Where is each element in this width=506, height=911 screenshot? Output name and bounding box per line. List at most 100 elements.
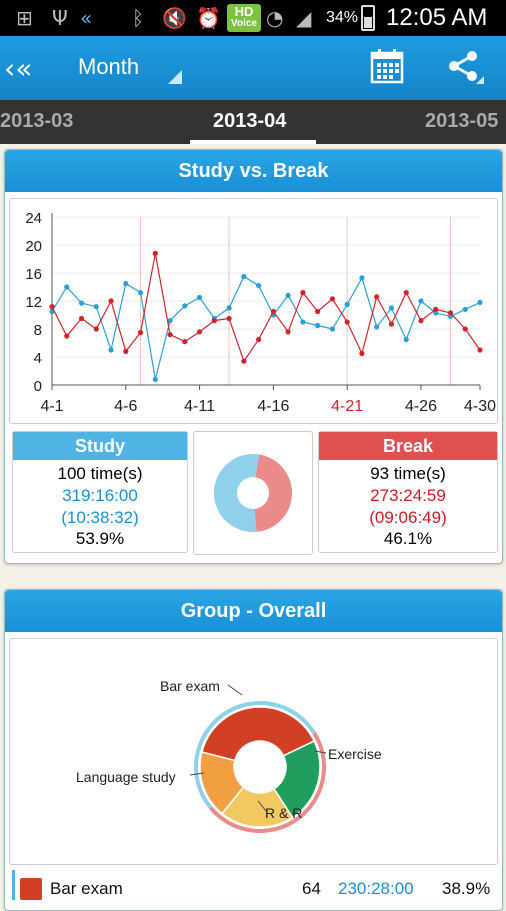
action-bar: ‹« Month bbox=[0, 36, 506, 100]
break-times: 93 time(s) bbox=[370, 464, 446, 483]
study-point bbox=[359, 275, 365, 281]
rr-label-leader bbox=[257, 800, 267, 812]
break-point bbox=[270, 308, 276, 315]
hd-label: HD bbox=[234, 4, 254, 19]
battery-icon bbox=[361, 5, 375, 31]
y-tick-label: 12 bbox=[25, 294, 42, 311]
break-point bbox=[447, 310, 454, 316]
alarm-icon: ⏰ bbox=[196, 6, 221, 30]
x-tick-label: 4-26 bbox=[405, 398, 437, 415]
x-tick-label: 4-16 bbox=[257, 398, 289, 415]
language-study-label-leader bbox=[189, 772, 205, 776]
study-point bbox=[403, 336, 409, 343]
break-point bbox=[123, 348, 129, 354]
study-label: Study bbox=[13, 432, 187, 460]
break-stats-box: Break 93 time(s) 273:24:59 (09:06:49) 46… bbox=[318, 431, 498, 553]
legend-group-percent: 38.9% bbox=[442, 879, 491, 898]
study-break-title: Study vs. Break bbox=[5, 150, 502, 192]
study-point bbox=[300, 319, 306, 325]
study-point bbox=[329, 326, 336, 332]
y-tick-label: 16 bbox=[25, 266, 42, 283]
legend-group-time: 230:28:00 bbox=[338, 879, 414, 898]
break-point bbox=[388, 321, 395, 327]
break-point bbox=[462, 326, 468, 332]
break-slice bbox=[254, 454, 293, 532]
study-slice bbox=[214, 454, 260, 532]
x-tick-label: 4-6 bbox=[114, 398, 137, 415]
x-tick-label: 4-1 bbox=[40, 398, 63, 415]
study-point bbox=[374, 324, 380, 330]
study-point bbox=[137, 290, 144, 296]
tab-prev-month[interactable]: 2013-03 bbox=[0, 110, 74, 132]
break-point bbox=[152, 250, 158, 256]
reply-all-icon: « bbox=[80, 6, 93, 30]
study-point bbox=[477, 299, 483, 305]
battery-percent: 34% bbox=[326, 9, 359, 26]
break-point bbox=[359, 350, 365, 357]
study-point bbox=[256, 283, 262, 289]
rr-label: R & R bbox=[265, 805, 302, 821]
legend-group-name: Bar exam bbox=[50, 879, 123, 898]
study-point bbox=[123, 280, 129, 287]
break-point bbox=[315, 308, 321, 315]
study-series-line bbox=[51, 275, 481, 380]
study-point bbox=[241, 273, 247, 280]
study-total: 319:16:00 bbox=[62, 486, 138, 505]
break-point bbox=[300, 290, 306, 296]
break-series-line bbox=[51, 253, 481, 363]
period-title[interactable]: Month bbox=[78, 54, 140, 79]
x-tick-label: 4-21 bbox=[331, 398, 363, 415]
y-tick-label: 4 bbox=[34, 350, 42, 367]
y-tick-label: 20 bbox=[25, 238, 42, 255]
signal-icon: ◢ bbox=[296, 6, 312, 30]
break-point bbox=[93, 326, 99, 332]
study-point bbox=[93, 304, 99, 310]
status-bar: ⊞ Ψ « ᛒ 🔇 ⏰ HD Voice ◔ ◢ 34% 12:05 AM bbox=[0, 0, 506, 36]
break-point bbox=[196, 329, 203, 335]
study-times: 100 time(s) bbox=[57, 464, 143, 483]
tab-next-month[interactable]: 2013-05 bbox=[425, 110, 499, 132]
calendar-icon[interactable] bbox=[370, 48, 404, 84]
exercise-label: Exercise bbox=[328, 746, 382, 762]
study-point bbox=[64, 284, 70, 290]
bar-exam-swatch-icon bbox=[20, 878, 42, 900]
break-total: 273:24:59 bbox=[370, 486, 446, 505]
break-point bbox=[241, 358, 247, 364]
bar-exam-label-leader bbox=[227, 684, 243, 696]
share-icon[interactable] bbox=[444, 48, 484, 84]
tab-current-month[interactable]: 2013-04 bbox=[213, 110, 287, 132]
study-stats-box: Study 100 time(s) 319:16:00 (10:38:32) 5… bbox=[12, 431, 188, 553]
break-point bbox=[211, 318, 217, 324]
study-point bbox=[182, 303, 188, 309]
break-point bbox=[403, 290, 409, 296]
study-break-card: Study vs. Break 0 4 8 12 16 20 24 4-1 4-6 4-11 4-1… bbox=[4, 149, 503, 564]
study-point bbox=[167, 318, 173, 324]
bluetooth-icon: ᛒ bbox=[132, 6, 144, 30]
break-point bbox=[329, 296, 336, 302]
exercise-slice bbox=[273, 740, 321, 819]
study-point bbox=[226, 305, 232, 311]
study-point bbox=[108, 347, 114, 353]
study-percent: 53.9% bbox=[75, 529, 125, 548]
group-donut-panel: Bar exam Exercise Language study R & R bbox=[9, 638, 498, 865]
study-point bbox=[196, 294, 203, 301]
dropdown-indicator-icon[interactable] bbox=[168, 70, 182, 84]
add-notification-icon: ⊞ bbox=[16, 6, 33, 30]
break-point bbox=[78, 315, 85, 322]
x-tick-label: 4-11 bbox=[184, 398, 215, 415]
mute-icon: 🔇 bbox=[162, 6, 187, 30]
study-break-line-chart: 0 4 8 12 16 20 24 4-1 4-6 4-11 4-16 4-21 4-26 4-30 bbox=[25, 210, 496, 415]
y-tick-label: 0 bbox=[34, 378, 42, 395]
group-legend-row[interactable]: Bar exam 64 230:28:00 38.9% bbox=[10, 870, 496, 900]
break-point bbox=[64, 333, 70, 339]
exercise-label-leader bbox=[314, 750, 327, 754]
line-chart-panel: 0 4 8 12 16 20 24 4-1 4-6 4-11 4-16 4-21 4-26 4-30 bbox=[9, 198, 498, 424]
wifi-icon: ◔ bbox=[266, 6, 284, 30]
break-point bbox=[433, 306, 439, 312]
language-study-slice bbox=[199, 751, 245, 815]
back-icon[interactable]: ‹« bbox=[4, 52, 33, 85]
bar-exam-label: Bar exam bbox=[160, 678, 220, 694]
hd-voice-badge: HD Voice bbox=[227, 4, 261, 32]
clock: 12:05 AM bbox=[386, 4, 488, 31]
study-point bbox=[344, 301, 350, 308]
